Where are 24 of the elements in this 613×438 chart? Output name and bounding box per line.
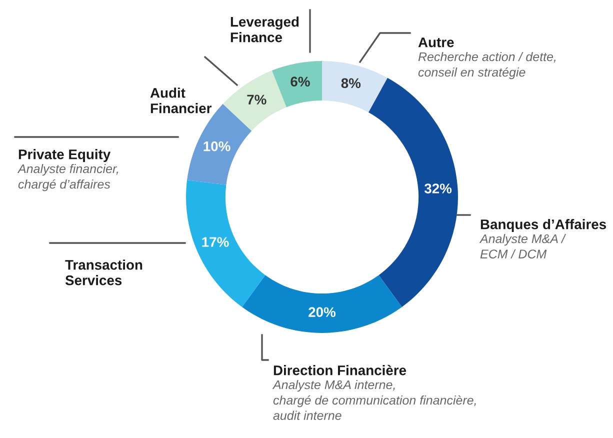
text: Recherche action / dette, conseil en stratégie <box>418 52 556 80</box>
slice-label: Banques d’Affaires <box>480 219 606 232</box>
donut-slice <box>272 61 322 108</box>
slice-label: Direction Financière <box>274 364 406 376</box>
data-label: 7% <box>247 94 266 105</box>
data-label: 6% <box>290 76 310 87</box>
text: Analyste M&A interne, chargé de communication financière, audit interne <box>272 380 476 420</box>
donut-slice <box>186 180 266 308</box>
slice-label: Leveraged Finance <box>230 16 299 42</box>
data-label: 20% <box>308 307 336 318</box>
donut-slice <box>222 70 286 131</box>
data-label: 17% <box>202 237 229 247</box>
slice-label: Private Equity <box>18 149 111 162</box>
data-label: 10% <box>204 141 230 152</box>
data-label: 8% <box>341 78 361 88</box>
donut-slice <box>368 78 458 308</box>
text: Analyste financier, chargé d’affaires <box>17 164 118 192</box>
text: Analyste M&A / ECM / DCM <box>479 234 566 258</box>
slice-label: Autre <box>418 38 454 48</box>
donut-slice <box>242 275 402 333</box>
donut-slice <box>322 61 388 112</box>
slice-label: Transaction Services <box>65 260 142 286</box>
slice-label: Audit Financier <box>150 88 212 114</box>
data-label: 32% <box>424 184 452 194</box>
